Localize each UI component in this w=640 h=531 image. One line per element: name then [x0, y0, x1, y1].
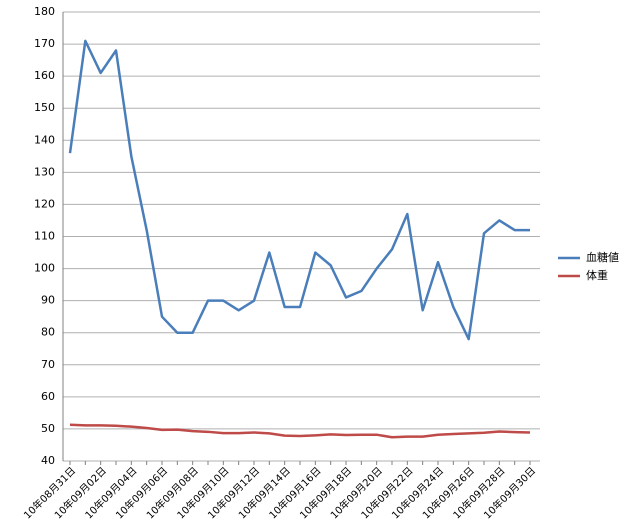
- y-tick-label: 80: [41, 326, 55, 339]
- x-tick-label: 10年09月16日: [266, 464, 323, 521]
- x-tick-label: 10年09月18日: [297, 464, 354, 521]
- legend-label: 血糖値: [586, 250, 619, 264]
- y-tick-label: 120: [34, 197, 55, 210]
- y-tick-label: 160: [34, 69, 55, 82]
- x-tick-label: 10年09月02日: [52, 464, 109, 521]
- x-tick-label: 10年09月28日: [450, 464, 507, 521]
- y-tick-label: 170: [34, 37, 55, 50]
- x-tick-label: 10年09月04日: [82, 464, 139, 521]
- x-tick-label: 10年09月24日: [389, 464, 446, 521]
- y-tick-label: 90: [41, 294, 55, 307]
- y-tick-label: 110: [34, 230, 55, 243]
- x-tick-label: 10年09月22日: [358, 464, 415, 521]
- y-tick-label: 70: [41, 358, 55, 371]
- y-tick-label: 180: [34, 5, 55, 18]
- line-series: [69, 423, 531, 439]
- x-tick-label: 10年08月31日: [21, 464, 78, 521]
- y-tick-label: 50: [41, 422, 55, 435]
- x-tick-label: 10年09月12日: [205, 464, 262, 521]
- x-tick-label: 10年09月26日: [420, 464, 477, 521]
- line-series: [68, 39, 530, 341]
- y-tick-label: 100: [34, 262, 55, 275]
- y-tick-label: 40: [41, 454, 55, 467]
- y-tick-label: 150: [34, 101, 55, 114]
- x-tick-label: 10年09月30日: [481, 464, 538, 521]
- y-tick-label: 60: [41, 390, 55, 403]
- x-tick-label: 10年09月10日: [174, 464, 231, 521]
- legend-label: 体重: [586, 268, 608, 282]
- y-tick-label: 140: [34, 133, 55, 146]
- x-tick-label: 10年09月14日: [236, 464, 293, 521]
- x-tick-label: 10年09月08日: [144, 464, 201, 521]
- y-tick-label: 130: [34, 165, 55, 178]
- x-tick-label: 10年09月06日: [113, 464, 170, 521]
- x-tick-label: 10年09月20日: [328, 464, 385, 521]
